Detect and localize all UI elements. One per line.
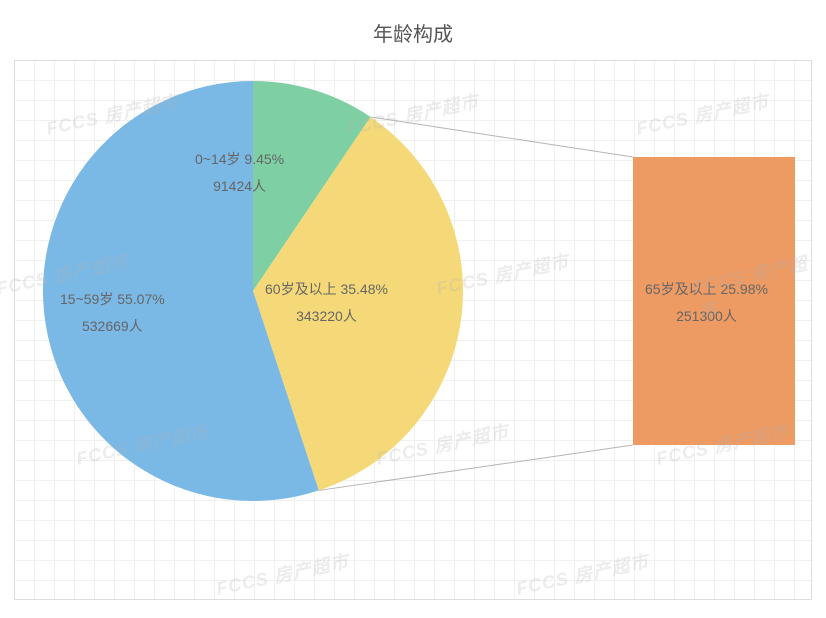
chart-title: 年龄构成 xyxy=(0,0,826,47)
label-text: 343220人 xyxy=(296,308,357,324)
label-text: 532669人 xyxy=(82,318,143,334)
label-age-60up: 60岁及以上 35.48% 343220人 xyxy=(265,276,388,329)
label-age-0-14: 0~14岁 9.45% 91424人 xyxy=(195,146,284,199)
label-text: 251300人 xyxy=(676,308,737,324)
label-age-15-59: 15~59岁 55.07% 532669人 xyxy=(60,286,165,339)
label-text: 15~59岁 55.07% xyxy=(60,291,165,307)
watermark: FCCS 房产超市 xyxy=(214,547,351,600)
watermark: FCCS 房产超市 xyxy=(514,547,651,600)
label-text: 0~14岁 9.45% xyxy=(195,151,284,167)
label-text: 60岁及以上 35.48% xyxy=(265,281,388,297)
label-age-65up: 65岁及以上 25.98% 251300人 xyxy=(645,276,768,329)
label-text: 65岁及以上 25.98% xyxy=(645,281,768,297)
watermark: FCCS 房产超市 xyxy=(634,87,771,140)
label-text: 91424人 xyxy=(213,178,266,194)
chart-area: 0~14岁 9.45% 91424人 60岁及以上 35.48% 343220人… xyxy=(14,60,812,600)
